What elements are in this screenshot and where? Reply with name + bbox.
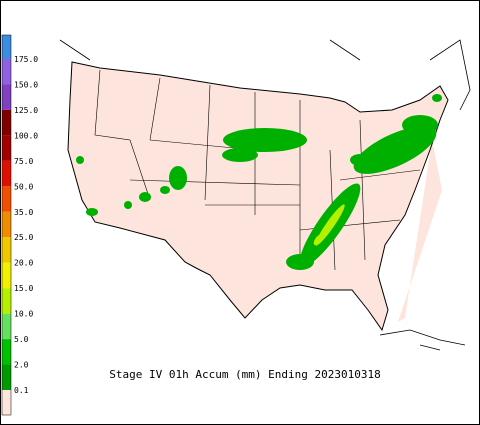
- legend-swatch: [2, 160, 11, 187]
- legend-label: 5.0: [14, 335, 29, 344]
- legend-swatch: [2, 59, 11, 85]
- legend-label: 35.0: [14, 208, 33, 217]
- legend-label: 50.0: [14, 182, 33, 191]
- legend-swatch: [2, 237, 11, 263]
- caption: Stage IV 01h Accum (mm) Ending 202301031…: [109, 368, 381, 381]
- legend-swatch: [2, 211, 11, 238]
- legend-swatch: [2, 186, 11, 212]
- legend-label: 15.0: [14, 284, 33, 293]
- map: [59, 39, 471, 351]
- conus-outline: [67, 61, 449, 332]
- legend: 0.1 2.0 5.0 10.0 15.0 20.0 25.0 35.0 50.0 75.0 100…: [1, 34, 38, 416]
- legend-swatch: [2, 84, 11, 110]
- legend-label: 175.0: [14, 55, 38, 64]
- legend-swatch: [2, 364, 11, 390]
- coverage-area: [398, 140, 442, 322]
- legend-swatch: [2, 109, 11, 136]
- legend-swatch: [2, 35, 11, 59]
- legend-label: 20.0: [14, 259, 33, 268]
- legend-label: 25.0: [14, 233, 33, 242]
- legend-label: 125.0: [14, 106, 38, 115]
- legend-label: 100.0: [14, 131, 38, 140]
- legend-swatch: [2, 262, 11, 289]
- legend-swatch: [2, 288, 11, 314]
- legend-swatch: [2, 313, 11, 340]
- legend-label: 10.0: [14, 310, 33, 319]
- legend-swatch: [2, 390, 11, 415]
- legend-label: 0.1: [14, 386, 29, 395]
- legend-label: 2.0: [14, 361, 29, 370]
- precip-heavy: [313, 204, 345, 246]
- legend-swatch: [2, 135, 11, 161]
- legend-border: [1, 34, 12, 416]
- coastlines: [59, 39, 471, 351]
- legend-label: 150.0: [14, 80, 38, 89]
- legend-label: 75.0: [14, 157, 33, 166]
- legend-swatch: [2, 339, 11, 365]
